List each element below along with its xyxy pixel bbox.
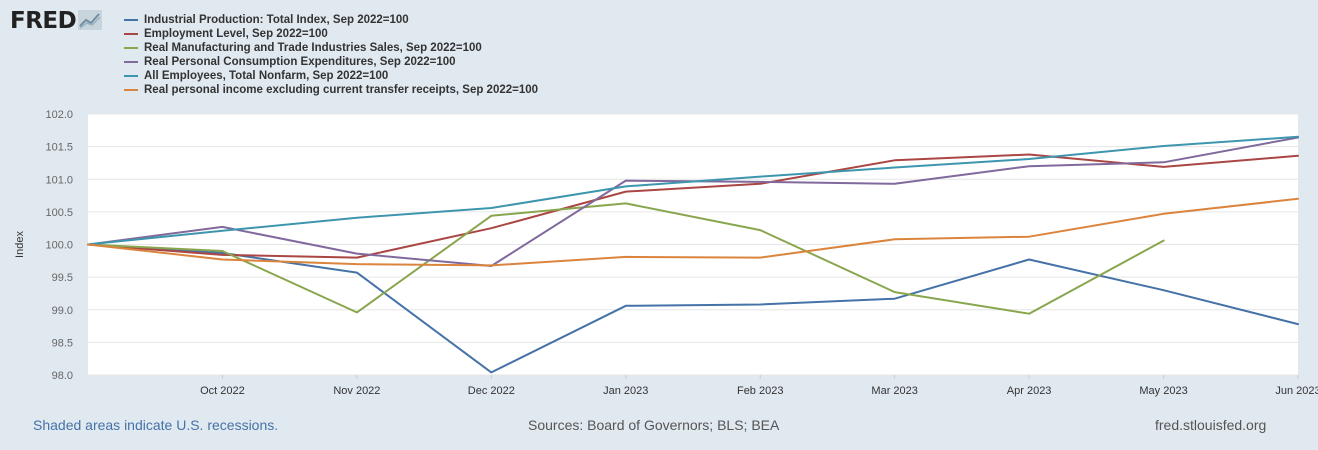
recession-note: Shaded areas indicate U.S. recessions.: [33, 417, 279, 433]
legend-label: Industrial Production: Total Index, Sep …: [144, 14, 409, 26]
x-tick-label: Oct 2022: [200, 385, 245, 397]
legend-item[interactable]: All Employees, Total Nonfarm, Sep 2022=1…: [124, 69, 538, 83]
legend-item[interactable]: Industrial Production: Total Index, Sep …: [124, 13, 538, 27]
fred-chart-icon: [78, 10, 103, 30]
legend-swatch: [124, 61, 138, 63]
sources-note: Sources: Board of Governors; BLS; BEA: [528, 417, 780, 433]
x-tick-label: Dec 2022: [468, 385, 515, 397]
y-tick-label: 98.0: [52, 370, 73, 382]
legend-item[interactable]: Employment Level, Sep 2022=100: [124, 27, 538, 41]
y-tick-label: 99.0: [52, 305, 73, 317]
line-chart: 98.0 98.5 99.0 99.5 100.0 100.5 101.0 101.5 102.…: [14, 109, 1318, 397]
series-line: [87, 197, 1299, 267]
fred-site-link[interactable]: fred.stlouisfed.org: [1155, 417, 1267, 433]
chart-legend: Industrial Production: Total Index, Sep …: [124, 13, 538, 97]
legend-swatch: [124, 89, 138, 91]
legend-label: Employment Level, Sep 2022=100: [144, 28, 328, 40]
legend-item[interactable]: Real Personal Consumption Expenditures, …: [124, 55, 538, 69]
x-tick-label: Feb 2023: [737, 385, 783, 397]
y-tick-label: 98.5: [52, 337, 73, 349]
series-line: [87, 153, 1299, 259]
legend-swatch: [124, 19, 138, 21]
y-tick-label: 100.5: [45, 207, 73, 219]
legend-swatch: [124, 33, 138, 35]
series-line: [87, 202, 1165, 315]
legend-label: Real personal income excluding current t…: [144, 84, 539, 96]
x-tick-label: Jun 2023: [1275, 385, 1318, 397]
y-tick-label: 102.0: [45, 109, 73, 121]
legend-label: Real Manufacturing and Trade Industries …: [144, 42, 482, 54]
x-tick-label: May 2023: [1139, 385, 1187, 397]
legend-item[interactable]: Real personal income excluding current t…: [124, 83, 538, 97]
x-tick-label: Jan 2023: [603, 385, 648, 397]
y-tick-label: 101.0: [45, 174, 73, 186]
x-tick-label: Apr 2023: [1007, 385, 1052, 397]
y-tick-label: 100.0: [45, 240, 73, 252]
y-tick-label: 101.5: [45, 142, 73, 154]
x-tick-label: Nov 2022: [333, 385, 380, 397]
legend-swatch: [124, 75, 138, 77]
x-tick-label: Mar 2023: [871, 385, 917, 397]
legend-label: All Employees, Total Nonfarm, Sep 2022=1…: [144, 70, 389, 82]
legend-label: Real Personal Consumption Expenditures, …: [144, 56, 456, 68]
legend-swatch: [124, 47, 138, 49]
fred-logo-text: FRED: [10, 8, 77, 34]
y-tick-label: 99.5: [52, 272, 73, 284]
y-axis-label: Index: [14, 231, 26, 258]
fred-logo[interactable]: FRED: [10, 8, 103, 34]
legend-item[interactable]: Real Manufacturing and Trade Industries …: [124, 41, 538, 55]
series-line: [87, 135, 1299, 246]
